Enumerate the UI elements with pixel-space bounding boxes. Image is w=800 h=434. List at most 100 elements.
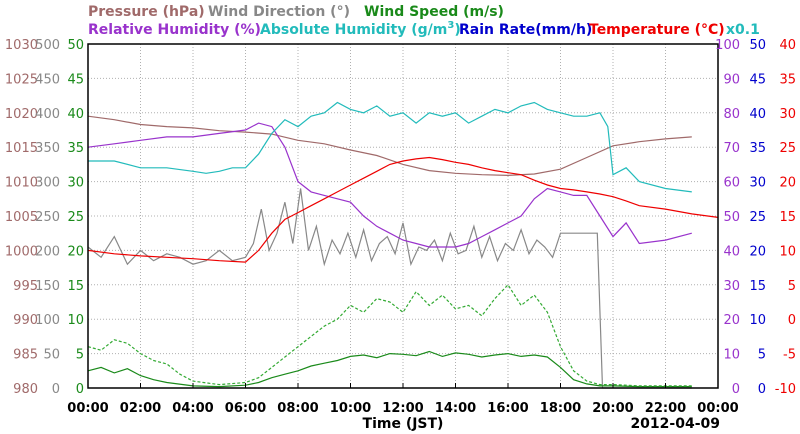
relative-humidity-tick-label: 80	[723, 107, 740, 122]
relative-humidity-tick-label: 70	[723, 141, 740, 156]
rain-rate-tick-label: 10	[749, 313, 766, 328]
relative-humidity-tick-label: 60	[723, 176, 740, 191]
tick-labels: 00:00 02:00 04:00 06:00 08:00 10:00 12:00 14:00…	[5, 38, 796, 416]
rain-rate-tick-label: 30	[749, 176, 766, 191]
pressure-tick-label: 1005	[5, 210, 38, 225]
series-line-absolute-humidity	[88, 101, 692, 193]
wind-speed-tick-label: 45	[67, 72, 84, 87]
x-tick-label: 04:00	[172, 401, 213, 416]
temperature-tick-label: 15	[779, 210, 796, 225]
pressure-tick-label: 985	[13, 348, 38, 363]
temperature-tick-label: 5	[788, 279, 796, 294]
wind-direction-tick-label: 50	[43, 348, 60, 363]
temperature-tick-label: 10	[779, 244, 796, 259]
relative-humidity-tick-label: 0	[732, 382, 740, 397]
relative-humidity-tick-label: 20	[723, 313, 740, 328]
relative-humidity-tick-label: 100	[715, 38, 740, 53]
pressure-tick-label: 1015	[5, 141, 38, 156]
pressure-tick-label: 1010	[5, 176, 38, 191]
series-group	[87, 101, 719, 389]
pressure-tick-label: 1000	[5, 244, 38, 259]
wind-direction-tick-label: 500	[35, 38, 60, 53]
rain-rate-tick-label: 25	[749, 210, 766, 225]
wind-direction-tick-label: 100	[35, 313, 60, 328]
relative-humidity-tick-label: 50	[723, 210, 740, 225]
wind-speed-tick-label: 25	[67, 210, 84, 225]
rain-rate-axis-label: Rain Rate(mm/h)	[459, 22, 592, 38]
wind-speed-axis-label: Wind Speed (m/s)	[364, 4, 504, 20]
pressure-tick-label: 1030	[5, 38, 38, 53]
x-axis-label: Time (JST)	[363, 416, 444, 432]
wind-direction-tick-label: 250	[35, 210, 60, 225]
relative-humidity-tick-label: 40	[723, 244, 740, 259]
x-tick-label: 22:00	[645, 401, 686, 416]
wind-direction-tick-label: 400	[35, 107, 60, 122]
x-tick-label: 20:00	[592, 401, 633, 416]
temperature-tick-label: 35	[779, 72, 796, 87]
wind-speed-tick-label: 15	[67, 279, 84, 294]
wind-speed-tick-label: 40	[67, 107, 84, 122]
rain-rate-tick-label: 35	[749, 141, 766, 156]
wind-direction-tick-label: 350	[35, 141, 60, 156]
rain-rate-tick-label: 0	[758, 382, 766, 397]
date-label: 2012-04-09	[630, 416, 720, 432]
x-tick-label: 16:00	[487, 401, 528, 416]
rain-rate-tick-label: 5	[758, 348, 766, 363]
x-tick-label: 00:00	[697, 401, 738, 416]
x-tick-label: 00:00	[67, 401, 108, 416]
wind-direction-axis-label: Wind Direction (°)	[208, 4, 350, 20]
rain-rate-tick-label: 20	[749, 244, 766, 259]
series-line-temperature	[87, 156, 719, 263]
relative-humidity-tick-label: 10	[723, 348, 740, 363]
wind-direction-tick-label: 0	[52, 382, 60, 397]
pressure-tick-label: 995	[13, 279, 38, 294]
temperature-tick-label: 30	[779, 107, 796, 122]
wind-speed-tick-label: 35	[67, 141, 84, 156]
x-tick-label: 08:00	[277, 401, 318, 416]
wind-direction-tick-label: 150	[35, 279, 60, 294]
rain-rate-tick-label: 45	[749, 72, 766, 87]
wind-direction-tick-label: 450	[35, 72, 60, 87]
wind-speed-tick-label: 50	[67, 38, 84, 53]
temperature-tick-label: 25	[779, 141, 796, 156]
pressure-tick-label: 1020	[5, 107, 38, 122]
series-line-relative-humidity	[87, 122, 692, 248]
x-tick-label: 12:00	[382, 401, 423, 416]
wind-speed-tick-label: 20	[67, 244, 84, 259]
series-line-wind-speed	[87, 350, 692, 388]
temperature-tick-label: 0	[788, 313, 796, 328]
wind-direction-tick-label: 200	[35, 244, 60, 259]
temperature-tick-label: -5	[783, 348, 796, 363]
pressure-tick-label: 990	[13, 313, 38, 328]
temperature-tick-label: 20	[779, 176, 796, 191]
wind-speed-tick-label: 5	[76, 348, 84, 363]
series-line-pressure	[87, 115, 692, 177]
grid	[88, 44, 718, 388]
x-tick-label: 14:00	[435, 401, 476, 416]
series-line-wind-speed-gust	[87, 283, 692, 387]
x-tick-label: 18:00	[540, 401, 581, 416]
rain-rate-tick-label: 50	[749, 38, 766, 53]
wind-direction-tick-label: 300	[35, 176, 60, 191]
rain-rate-tick-label: 15	[749, 279, 766, 294]
rain-rate-tick-label: 40	[749, 107, 766, 122]
scale-note-label: x0.1	[726, 22, 760, 38]
wind-speed-tick-label: 30	[67, 176, 84, 191]
x-tick-label: 02:00	[120, 401, 161, 416]
wind-speed-tick-label: 10	[67, 313, 84, 328]
wind-speed-tick-label: 0	[76, 382, 84, 397]
x-tick-label: 10:00	[330, 401, 371, 416]
x-tick-label: 06:00	[225, 401, 266, 416]
pressure-tick-label: 980	[13, 382, 38, 397]
temperature-tick-label: 40	[779, 38, 796, 53]
temperature-tick-label: -10	[775, 382, 796, 397]
series-line-wind-direction	[87, 188, 692, 389]
absolute-humidity-axis-label: Absolute Humidity (g/m3)	[260, 20, 461, 38]
relative-humidity-tick-label: 90	[723, 72, 740, 87]
relative-humidity-axis-label: Relative Humidity (%)	[88, 22, 261, 38]
pressure-axis-label: Pressure (hPa)	[88, 4, 205, 20]
temperature-axis-label: Temperature (°C)	[589, 22, 725, 38]
relative-humidity-tick-label: 30	[723, 279, 740, 294]
pressure-tick-label: 1025	[5, 72, 38, 87]
